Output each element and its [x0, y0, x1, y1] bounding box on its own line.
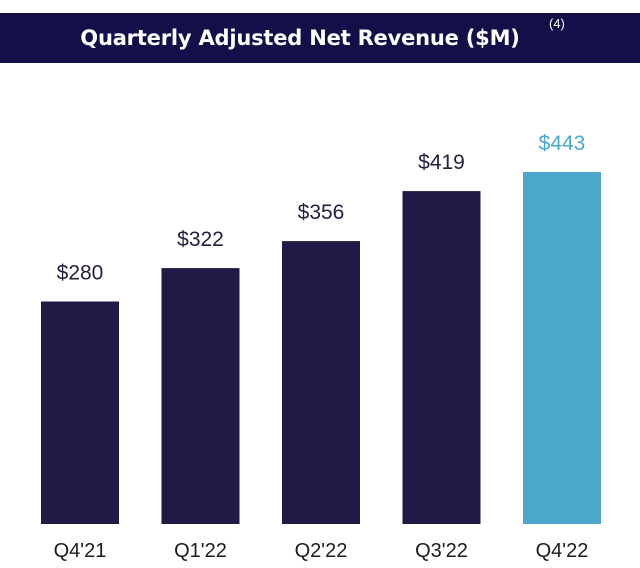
bar-value-label-1: $322 [177, 228, 224, 251]
bar-value-label-2: $356 [298, 201, 345, 224]
bar-1 [161, 268, 240, 524]
bar-value-label-0: $280 [57, 262, 104, 285]
bar-4 [523, 172, 601, 524]
x-tick-label-0: Q4'21 [54, 540, 107, 562]
bar-0 [41, 301, 119, 524]
bar-value-label-3: $419 [418, 151, 465, 174]
title-banner: Quarterly Adjusted Net Revenue ($M) (4) [0, 13, 640, 63]
x-tick-label-3: Q3'22 [415, 540, 468, 562]
bar-value-label-4: $443 [539, 132, 586, 155]
x-tick-label-4: Q4'22 [536, 540, 589, 562]
title-footnote-marker: (4) [549, 16, 565, 31]
bar-2 [282, 241, 360, 524]
bar-3 [402, 191, 481, 524]
chart-title: Quarterly Adjusted Net Revenue ($M) [80, 26, 520, 50]
x-tick-label-1: Q1'22 [174, 540, 227, 562]
x-tick-label-2: Q2'22 [295, 540, 348, 562]
